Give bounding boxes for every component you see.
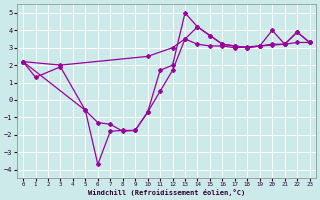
X-axis label: Windchill (Refroidissement éolien,°C): Windchill (Refroidissement éolien,°C) <box>88 189 245 196</box>
